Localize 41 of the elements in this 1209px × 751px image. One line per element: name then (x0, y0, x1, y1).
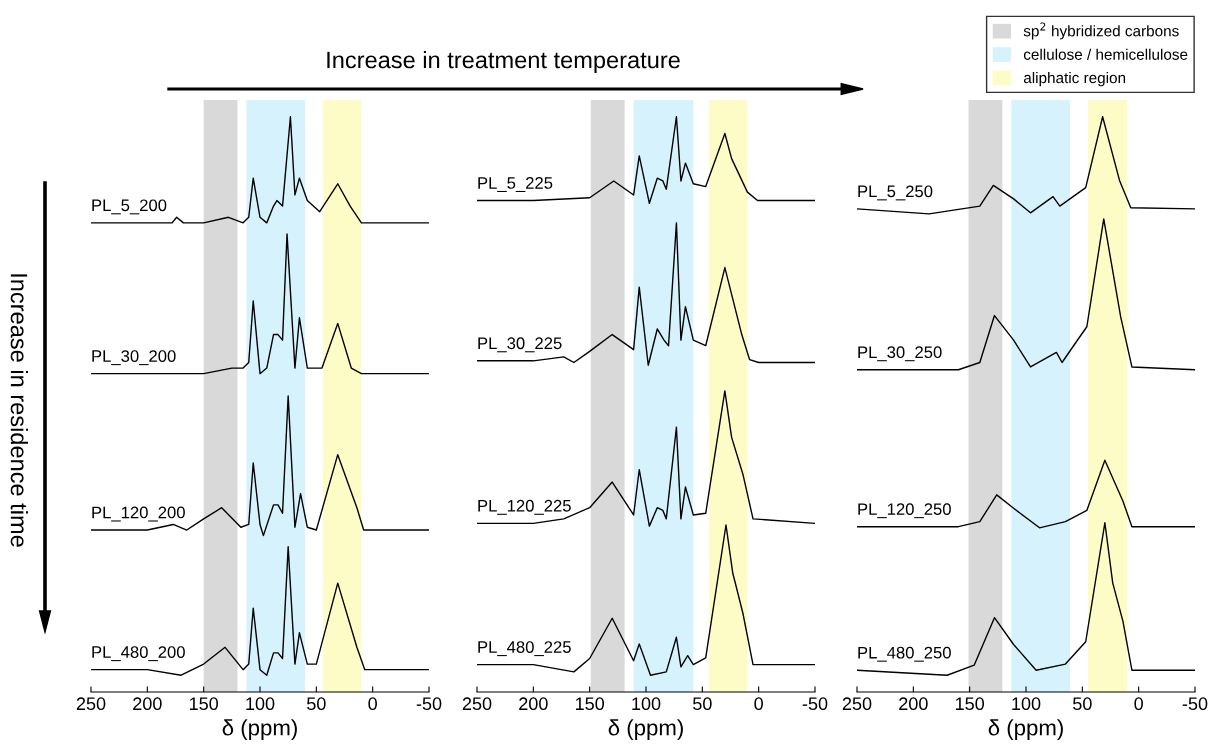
series-label: PL_480_200 (92, 646, 185, 662)
x-tick-label: 100 (246, 697, 275, 711)
x-tick-label: -50 (802, 697, 828, 711)
series-label: PL_30_250 (858, 346, 942, 362)
x-axis-title: δ (ppm) (608, 719, 683, 740)
x-tick-label: 150 (955, 697, 985, 711)
series-label: PL_5_250 (858, 185, 933, 201)
x-tick-label: 200 (519, 697, 548, 711)
legend-label: aliphatic region (1023, 72, 1126, 87)
x-tick-label: 200 (899, 697, 928, 711)
series-label: PL_480_250 (858, 646, 951, 662)
x-tick-label: 50 (307, 697, 326, 711)
x-axis-title: δ (ppm) (988, 719, 1063, 740)
x-tick-label: 200 (133, 697, 162, 711)
series-label: PL_120_225 (478, 499, 571, 515)
series-label: PL_120_250 (858, 503, 951, 519)
x-tick-label: 0 (754, 697, 763, 711)
x-tick-label: 0 (1134, 697, 1143, 711)
series-label: PL_5_225 (478, 177, 553, 193)
x-tick-label: 100 (632, 697, 661, 711)
series-label: PL_30_200 (92, 350, 176, 366)
series-label: PL_480_225 (478, 641, 571, 657)
x-tick-label: 250 (76, 697, 106, 711)
x-tick-label: -50 (1182, 697, 1208, 711)
x-tick-label: 150 (575, 697, 605, 711)
x-tick-label: 0 (368, 697, 377, 711)
series-label: PL_30_225 (478, 337, 562, 353)
series-label: PL_120_200 (92, 506, 185, 522)
x-tick-label: 250 (842, 697, 872, 711)
x-tick-label: 50 (693, 697, 712, 711)
text: Increase in treatment temperature (327, 51, 680, 74)
series-label: PL_5_200 (92, 199, 167, 215)
x-tick-label: 150 (189, 697, 219, 711)
x-tick-label: 50 (1073, 697, 1092, 711)
x-tick-label: 250 (462, 697, 492, 711)
x-axis-title: δ (ppm) (222, 719, 297, 740)
legend-label: sp$^{2}$ hybridized carbons (1023, 22, 1179, 40)
x-tick-label: 100 (1012, 697, 1041, 711)
text: Increase in residence time (10, 274, 28, 547)
x-tick-label: -50 (416, 697, 442, 711)
legend-label: cellulose / hemicellulose (1023, 48, 1188, 60)
